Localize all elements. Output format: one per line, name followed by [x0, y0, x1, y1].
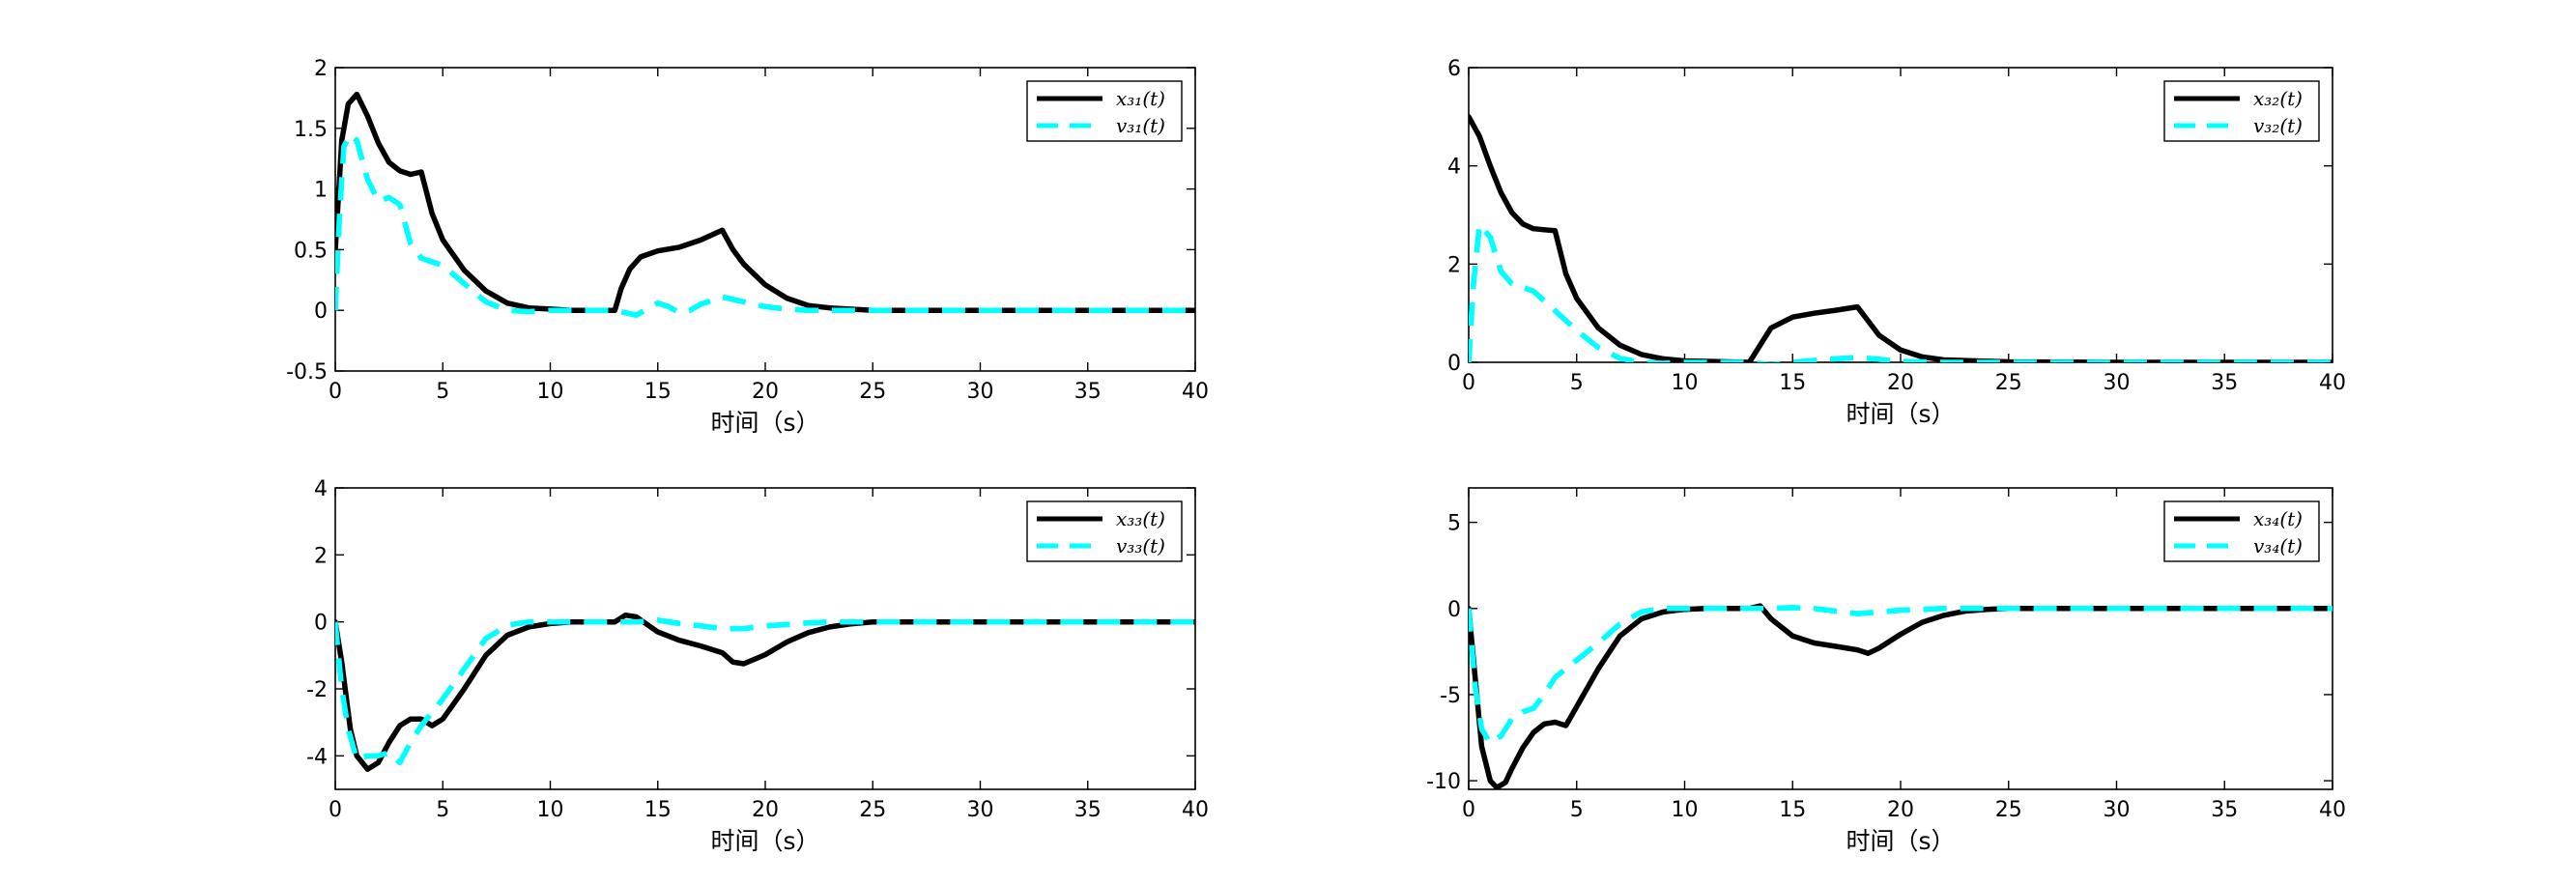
legend-label: x₃₄(t)	[2253, 507, 2303, 530]
plot-area	[1469, 603, 2333, 789]
y-tick-label: 0.5	[294, 239, 328, 263]
x-tick-label: 10	[537, 798, 564, 822]
series-line-overlay	[1469, 221, 2333, 362]
legend-box	[2163, 500, 2320, 562]
subplot-4: 0 5 10 15 20 25 30 35 40 -10 -5 0 5 时间（s） x₃₄(t) v₃₄(t)	[1426, 487, 2346, 855]
x-tick-label: 30	[967, 380, 994, 404]
x-tick-label: 5	[436, 380, 449, 404]
y-tick-label: -0.5	[286, 360, 328, 385]
x-tick-label: 20	[1887, 798, 1914, 822]
x-tick-label: 15	[644, 380, 672, 404]
x-tick-label: 15	[644, 798, 672, 822]
legend-label: x₃₃(t)	[1116, 507, 1165, 530]
x-tick-label: 15	[1779, 371, 1806, 395]
legend-label: x₃₁(t)	[1116, 87, 1165, 110]
legend-label: v₃₃(t)	[1116, 534, 1165, 557]
legend: x₃₂(t) v₃₂(t)	[2163, 80, 2320, 142]
plot-area	[1469, 114, 2333, 362]
subplot-2: 0 5 10 15 20 25 30 35 40 0 2 4 6 时间（s） x₃₂(t) v₃₂(t)	[1447, 57, 2346, 428]
x-tick-label: 30	[967, 798, 994, 822]
y-tick-label: -10	[1426, 770, 1461, 794]
y-tick-label: 0	[314, 300, 328, 324]
x-tick-label: 10	[1672, 371, 1699, 395]
legend-label: x₃₂(t)	[2253, 87, 2303, 110]
x-axis-label: 时间（s）	[710, 827, 819, 855]
x-tick-label: 0	[1462, 798, 1475, 822]
x-tick-label: 40	[1182, 380, 1209, 404]
x-tick-label: 20	[752, 380, 779, 404]
x-tick-label: 0	[1462, 371, 1475, 395]
x-tick-label: 25	[1995, 371, 2022, 395]
y-tick-label: 2	[1447, 253, 1461, 277]
x-tick-label: 40	[2319, 371, 2346, 395]
plot-area	[335, 91, 1195, 318]
y-tick-label: -2	[306, 678, 328, 702]
legend: x₃₃(t) v₃₃(t)	[1026, 500, 1183, 562]
x-axis-label: 时间（s）	[1846, 400, 1955, 428]
y-tick-label: 2	[314, 544, 328, 568]
x-tick-label: 15	[1779, 798, 1806, 822]
y-tick-label: 4	[1447, 156, 1461, 180]
x-tick-label: 40	[2319, 798, 2346, 822]
y-tick-label: 1.5	[294, 118, 328, 142]
y-tick-label: 6	[1447, 57, 1461, 81]
x-tick-label: 25	[859, 380, 886, 404]
y-tick-label: -5	[1440, 684, 1461, 708]
x-tick-label: 20	[752, 798, 779, 822]
legend: x₃₄(t) v₃₄(t)	[2163, 500, 2320, 562]
y-tick-label: 0	[1447, 352, 1461, 376]
y-tick-label: 2	[314, 57, 328, 81]
legend-box	[1026, 500, 1183, 562]
x-tick-label: 5	[436, 798, 449, 822]
x-axis-label: 时间（s）	[710, 409, 819, 437]
subplot-1: 0 5 10 15 20 25 30 35 40-0.500.511.52时间（s）x₃₁(t)…	[286, 57, 1209, 437]
x-tick-label: 40	[1182, 798, 1209, 822]
series-line-overlay	[335, 617, 1195, 766]
legend-label: v₃₄(t)	[2253, 534, 2303, 557]
subplot-3: 0 5 10 15 20 25 30 35 40 -4 -2 0 2 4 时间（s） x₃₃(t) v₃₃(t)	[306, 477, 1209, 855]
x-tick-label: 30	[2104, 371, 2131, 395]
x-tick-label: 35	[1074, 798, 1102, 822]
x-tick-label: 5	[1570, 798, 1584, 822]
series-line-overlay	[335, 131, 1195, 318]
legend-label: v₃₂(t)	[2253, 114, 2303, 137]
x-tick-label: 35	[2211, 371, 2238, 395]
legend: x₃₁(t) v₃₁(t)	[1026, 80, 1183, 142]
x-tick-label: 10	[537, 380, 564, 404]
legend-box	[2163, 80, 2320, 142]
y-tick-label: 1	[314, 179, 328, 203]
x-tick-label: 10	[1672, 798, 1699, 822]
x-tick-label: 0	[329, 380, 342, 404]
x-tick-label: 30	[2104, 798, 2131, 822]
legend-box	[1026, 80, 1183, 142]
x-tick-label: 0	[329, 798, 342, 822]
x-tick-label: 25	[859, 798, 886, 822]
x-tick-label: 20	[1887, 371, 1914, 395]
y-tick-label: 4	[314, 477, 328, 501]
y-tick-label: -4	[306, 745, 328, 769]
y-tick-label: 5	[1447, 512, 1461, 536]
y-tick-label: 0	[1447, 598, 1461, 622]
x-tick-label: 25	[1995, 798, 2022, 822]
y-tick-label: 0	[314, 612, 328, 636]
plot-area	[335, 612, 1195, 772]
x-axis-label: 时间（s）	[1846, 827, 1955, 855]
x-tick-label: 5	[1570, 371, 1584, 395]
series-line-overlay	[1469, 605, 2333, 746]
x-tick-label: 35	[1074, 380, 1102, 404]
legend-label: v₃₁(t)	[1116, 114, 1165, 137]
x-tick-label: 35	[2211, 798, 2238, 822]
